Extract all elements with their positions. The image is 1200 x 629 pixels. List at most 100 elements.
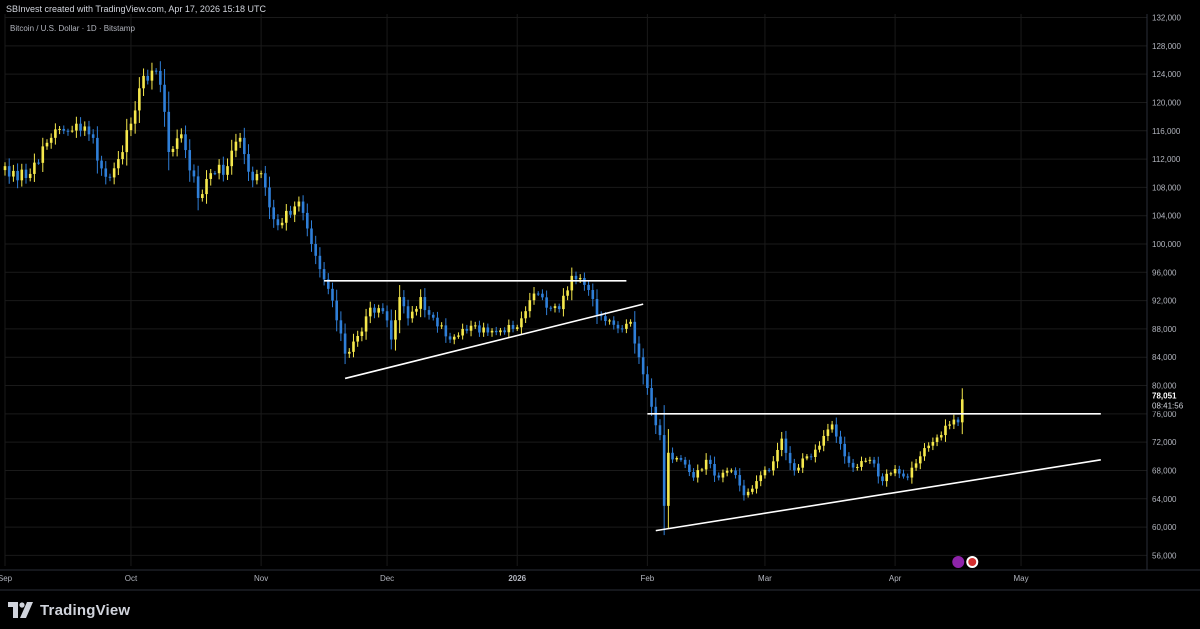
candle-down [637,343,641,358]
candle-down [373,307,376,313]
candle-down [557,306,561,310]
candle-down [331,288,334,301]
candle-up [914,463,918,468]
candle-up [125,130,129,153]
candle-down [788,452,792,464]
y-tick-label: 60,000 [1152,523,1177,532]
candle-down [650,388,653,407]
candles [3,61,964,536]
candle-down [616,324,620,329]
y-tick-label: 96,000 [1152,268,1177,277]
candle-up [515,327,519,329]
candle-up [730,470,733,472]
y-tick-label: 84,000 [1152,353,1177,362]
candle-down [154,70,158,72]
credit-text: SBInvest created with TradingView.com, A… [6,4,266,14]
candle-down [692,472,695,478]
candle-up [923,448,926,457]
candle-up [368,307,372,317]
tradingview-brand[interactable]: TradingView [8,599,130,621]
candle-up [864,460,868,462]
y-tick-label: 80,000 [1152,382,1177,391]
candle-down [343,333,347,354]
candle-down [66,130,70,132]
candle-down [37,162,40,164]
candle-up [704,459,708,470]
candle-up [150,70,154,81]
candle-up [520,318,523,328]
candle-down [784,438,788,453]
price-tag-background [1148,389,1195,412]
candle-down [503,330,506,333]
candle-down [427,310,431,315]
candle-up [45,142,49,147]
candle-up [780,438,784,450]
candle-up [217,164,221,174]
candle-down [549,307,553,309]
candle-down [247,154,250,172]
candle-up [293,206,297,215]
candle-down [713,464,716,476]
candle-up [578,277,582,280]
candle-down [289,210,292,215]
y-tick-label: 124,000 [1152,70,1181,79]
candle-up [360,331,364,336]
candle-down [16,170,19,181]
y-tick-label: 108,000 [1152,183,1181,192]
candle-up [818,445,821,450]
candle-down [436,317,439,327]
candle-down [843,443,847,457]
candle-up [129,123,133,131]
candle-up [205,178,208,195]
candle-up [54,129,57,138]
candle-up [201,194,204,198]
candle-down [167,111,171,152]
candle-up [180,134,183,139]
candle-up [746,491,750,496]
candle-up [230,150,234,167]
candle-down [7,166,11,177]
candle-down [956,419,960,423]
candle-up [138,88,141,111]
candle-up [566,290,569,296]
candle-up [364,316,368,332]
candle-down [641,357,645,375]
candle-down [486,327,490,333]
candle-up [452,336,456,340]
candle-up [410,311,414,319]
y-tick-label: 100,000 [1152,240,1181,249]
candle-down [406,306,410,319]
candle-down [876,463,880,477]
y-tick-label: 64,000 [1152,495,1177,504]
candle-down [87,126,91,135]
candle-up [822,435,826,446]
candle-down [536,293,540,295]
candle-down [847,456,851,463]
candle-up [394,320,397,340]
y-tick-label: 92,000 [1152,297,1177,306]
x-tick-label: Feb [640,574,654,583]
candle-down [310,228,313,244]
candle-down [574,275,578,280]
candle-down [381,308,385,312]
symbol-title[interactable]: Bitcoin / U.S. Dollar · 1D · Bitstamp [10,24,135,33]
candle-up [171,148,175,152]
candle-down [192,170,196,177]
candle-up [868,459,872,461]
candle-down [96,137,99,161]
y-tick-label: 88,000 [1152,325,1177,334]
tradingview-logo-icon [8,602,33,618]
candle-up [121,152,124,160]
candle-down [163,84,166,112]
candle-up [457,335,460,337]
last-price-label: 78,051 [1152,391,1177,400]
candle-down [902,473,905,477]
candle-up [805,456,809,459]
candle-up [553,306,557,309]
candle-up [33,162,36,174]
candle-down [662,435,666,506]
candle-down [742,485,746,496]
candle-down [423,297,427,311]
